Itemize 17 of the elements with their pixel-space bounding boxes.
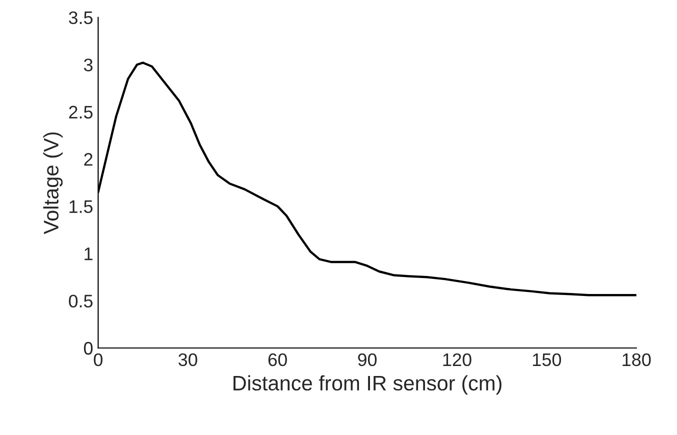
- y-tick-label: 0.5: [68, 294, 93, 308]
- y-tick-label: 1: [84, 248, 92, 260]
- y-tick-label: 3.5: [68, 11, 93, 24]
- x-tick-label: 90: [358, 353, 377, 366]
- x-tick-label: 60: [268, 353, 287, 366]
- y-tick-label: 2.5: [69, 106, 93, 119]
- x-tick-label: 180: [622, 353, 651, 366]
- x-tick-label: 120: [443, 353, 472, 366]
- x-tick-label: 30: [178, 353, 198, 366]
- y-tick-label: 1.5: [70, 200, 93, 214]
- y-tick-label: 2: [84, 153, 92, 166]
- y-axis-title: Voltage (V): [43, 132, 63, 234]
- x-tick-label: 150: [532, 353, 562, 366]
- x-tick-label: 0: [94, 353, 102, 366]
- x-axis-title: Distance from IR sensor (cm): [234, 375, 502, 395]
- y-tick-label: 0: [84, 342, 93, 355]
- y-tick-label: 3: [84, 58, 93, 72]
